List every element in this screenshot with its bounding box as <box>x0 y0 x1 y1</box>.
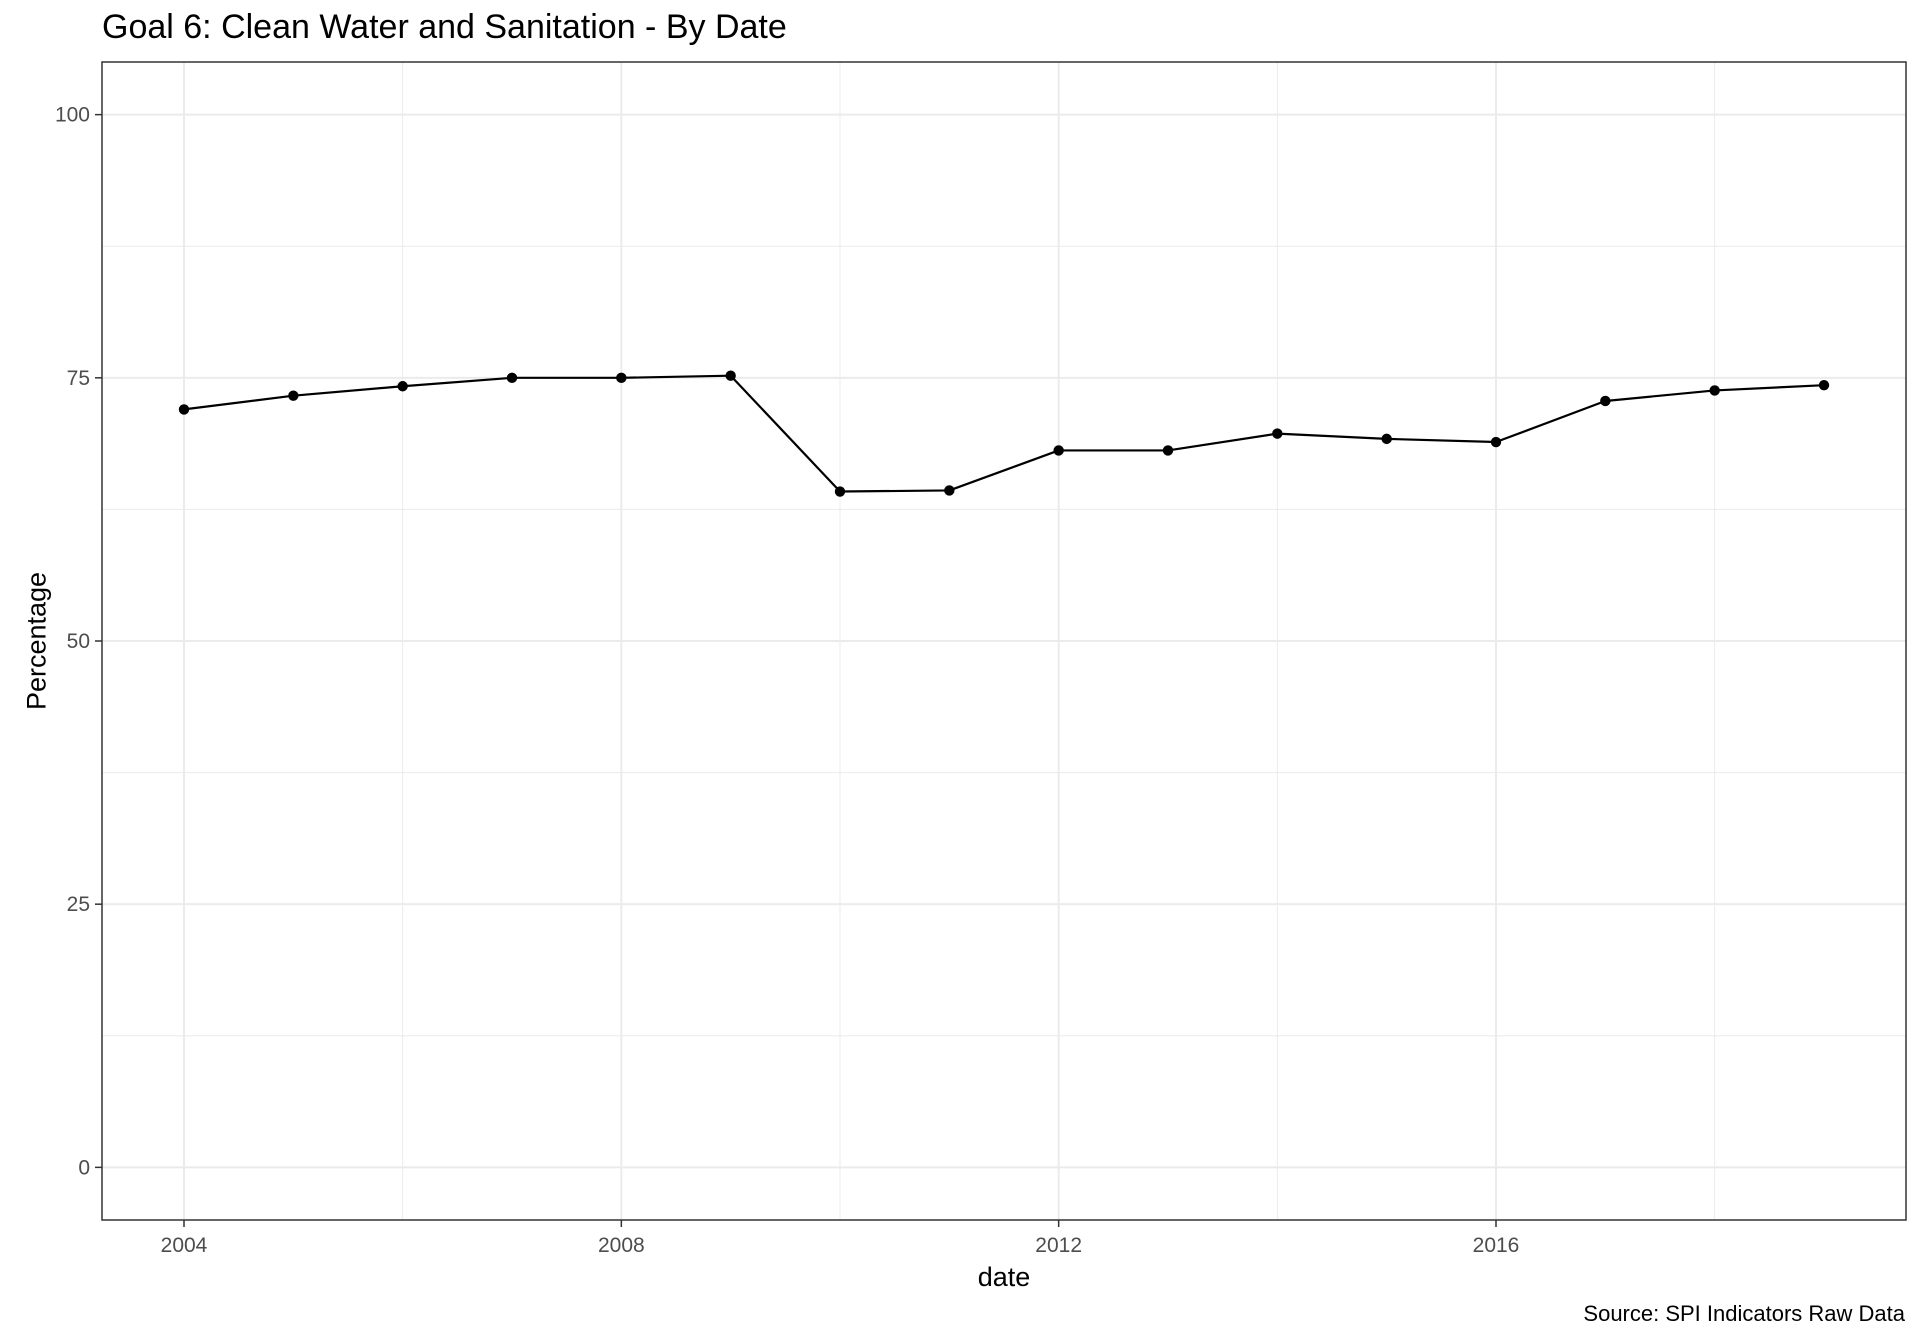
chart-title: Goal 6: Clean Water and Sanitation - By … <box>102 8 787 46</box>
data-point <box>1053 445 1064 456</box>
data-point <box>1709 385 1720 396</box>
y-tick-label: 0 <box>78 1156 90 1179</box>
data-point <box>1600 395 1611 407</box>
x-axis: 2004 2008 2012 2016 <box>161 1220 1520 1257</box>
data-point <box>1162 445 1174 456</box>
series-layer <box>183 374 1825 493</box>
x-tick-label: 2008 <box>598 1234 645 1257</box>
data-point <box>834 486 846 497</box>
data-point <box>1272 428 1283 439</box>
y-tick-label: 100 <box>55 104 90 127</box>
data-point <box>288 390 299 401</box>
data-point <box>506 372 518 384</box>
x-axis-title: date <box>978 1262 1031 1292</box>
major-gridlines <box>102 62 1906 1220</box>
points-layer <box>178 370 1830 497</box>
series-line <box>183 374 1825 493</box>
y-axis-title: Percentage <box>21 572 51 710</box>
data-point <box>944 485 955 496</box>
source-caption: Source: SPI Indicators Raw Data <box>1583 1301 1905 1326</box>
data-point <box>1490 436 1502 448</box>
y-tick-label: 50 <box>67 630 90 653</box>
y-tick-label: 25 <box>67 893 90 916</box>
y-axis: 0 25 50 75 100 <box>55 104 102 1179</box>
data-point <box>397 381 408 392</box>
x-tick-label: 2012 <box>1035 1234 1082 1257</box>
data-point <box>178 404 190 415</box>
data-point <box>725 370 736 381</box>
y-tick-label: 75 <box>67 367 90 390</box>
data-point <box>616 372 627 384</box>
data-point <box>1818 379 1830 391</box>
x-tick-label: 2016 <box>1473 1234 1520 1257</box>
x-tick-label: 2004 <box>161 1234 208 1257</box>
data-point <box>1381 433 1392 445</box>
